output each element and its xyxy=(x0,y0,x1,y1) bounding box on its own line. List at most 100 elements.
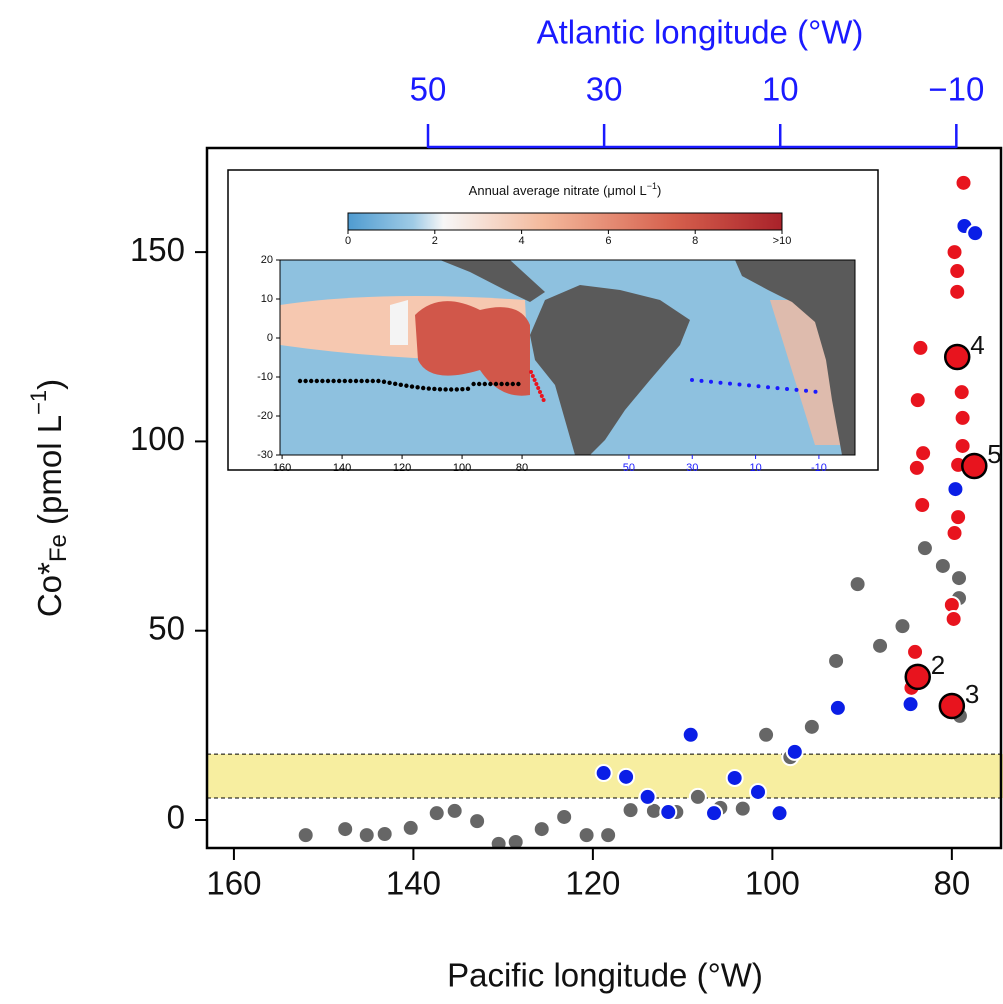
y-label-sub: Fe xyxy=(45,534,72,562)
point xyxy=(914,444,933,463)
point xyxy=(733,799,752,818)
point xyxy=(848,575,867,594)
point xyxy=(953,436,972,455)
colorbar-tick-label: 8 xyxy=(692,235,698,247)
point-label: 3 xyxy=(965,679,979,709)
point xyxy=(599,826,618,845)
track-dot xyxy=(415,385,420,390)
top-tick-label: −10 xyxy=(928,71,984,108)
point xyxy=(357,826,376,845)
track-dot xyxy=(709,379,713,384)
y-tick-label: 0 xyxy=(167,799,185,836)
point xyxy=(906,642,925,661)
point xyxy=(944,609,963,628)
track-dot xyxy=(747,383,751,388)
map-x-tick-label: 80 xyxy=(516,462,528,474)
point xyxy=(913,496,932,515)
inset: Annual average nitrate (μmol L−1) 0 2 4 6 8 >… xyxy=(227,169,879,474)
point xyxy=(506,832,525,848)
track-dot xyxy=(516,381,521,387)
track-dot xyxy=(309,378,314,384)
map-y-tick-label: 20 xyxy=(261,254,273,266)
track-dot xyxy=(460,386,465,392)
point xyxy=(871,636,890,655)
highlighted-point xyxy=(961,452,988,480)
track-dot xyxy=(505,381,510,387)
map-y-tick-label: 10 xyxy=(261,293,273,305)
track-dot xyxy=(756,384,761,389)
track-dot xyxy=(404,383,409,388)
point xyxy=(953,408,972,427)
y-tick-label: 50 xyxy=(148,609,185,646)
track-dot xyxy=(532,378,537,382)
point xyxy=(827,651,846,670)
colorbar-tick-label: >10 xyxy=(773,235,792,247)
track-dot xyxy=(477,381,482,387)
point xyxy=(907,458,926,477)
y-tick-label: 100 xyxy=(130,420,185,457)
y-label-part: ) xyxy=(31,379,68,390)
colorbar-tick-label: 4 xyxy=(519,235,525,247)
x-tick-label: 160 xyxy=(206,865,261,902)
point-label: 2 xyxy=(931,650,945,680)
x-axis-label: Pacific longitude (°W) xyxy=(447,957,763,994)
point xyxy=(802,717,821,736)
point xyxy=(954,173,973,192)
inset-title-part: ) xyxy=(657,183,661,198)
track-dot xyxy=(337,378,342,384)
point xyxy=(908,391,927,410)
point xyxy=(617,767,636,786)
point xyxy=(621,801,640,820)
track-dot xyxy=(541,398,546,402)
top-tick-label: 10 xyxy=(762,71,799,108)
point xyxy=(427,804,446,823)
point xyxy=(966,224,985,243)
highlighted-point xyxy=(943,343,971,371)
point xyxy=(296,826,315,845)
x-tick-label: 120 xyxy=(565,865,620,902)
track-dot xyxy=(718,380,723,385)
track-dot xyxy=(393,381,398,387)
point xyxy=(757,725,776,744)
point xyxy=(659,803,678,822)
top-tick-label: 50 xyxy=(410,71,447,108)
map-x-tick-label: 10 xyxy=(749,462,761,474)
x-tick-label: 100 xyxy=(745,865,800,902)
point xyxy=(952,383,971,402)
highlighted-point xyxy=(938,692,966,720)
inset-title-part: Annual average nitrate (μmol L xyxy=(469,183,647,198)
track-dot xyxy=(409,384,415,389)
point xyxy=(577,826,596,845)
point xyxy=(946,480,965,499)
colorbar-tick-label: 6 xyxy=(605,235,611,247)
track-dot xyxy=(499,381,504,387)
y-label-sup: −1 xyxy=(26,390,51,415)
y-label-part: Co* xyxy=(31,562,68,617)
track-dot xyxy=(465,386,471,392)
track-dot xyxy=(449,387,454,392)
map-x-tick-label: 100 xyxy=(453,462,471,474)
track-dot xyxy=(370,378,375,384)
inset-title-sup: −1 xyxy=(647,181,657,191)
plot-area xyxy=(207,173,1003,848)
track-dot xyxy=(534,382,539,386)
nitrate-area xyxy=(415,301,530,396)
track-dot xyxy=(376,378,381,384)
track-dot xyxy=(482,381,487,387)
track-dot xyxy=(353,378,359,384)
point xyxy=(785,742,804,761)
track-dot xyxy=(510,381,515,387)
land xyxy=(440,260,545,302)
map-x-tick-label: 120 xyxy=(393,462,411,474)
point xyxy=(725,768,744,787)
track-dot xyxy=(320,378,325,384)
track-dot xyxy=(493,381,499,387)
point xyxy=(770,804,789,823)
track-dot xyxy=(348,378,353,384)
point xyxy=(945,524,964,543)
top-axis-label: Atlantic longitude (°W) xyxy=(537,14,864,51)
point xyxy=(705,804,724,823)
point xyxy=(901,695,920,714)
